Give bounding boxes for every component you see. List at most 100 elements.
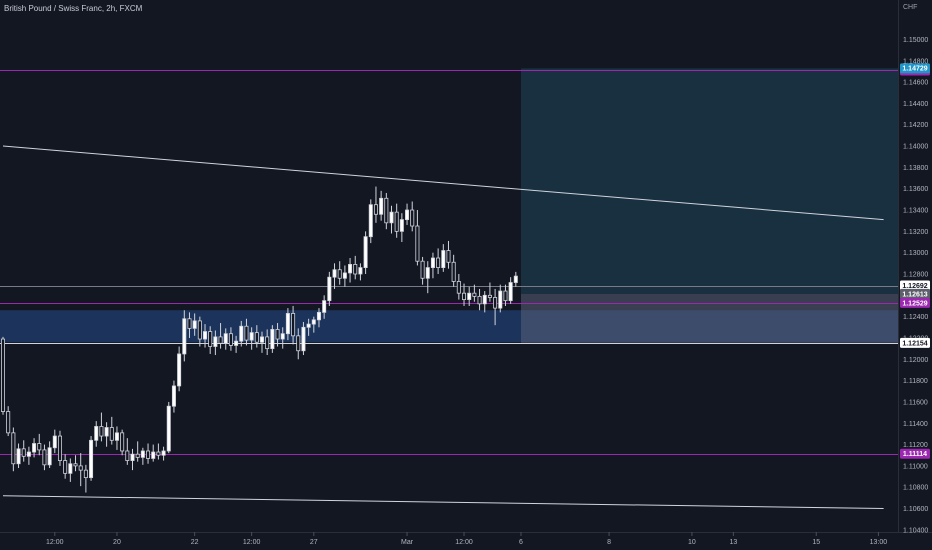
candle-body-up bbox=[285, 313, 290, 335]
drawing-lines[interactable] bbox=[0, 70, 898, 510]
position-profit-area[interactable] bbox=[521, 68, 898, 294]
candle-body-up bbox=[316, 311, 321, 321]
candle bbox=[384, 192, 389, 230]
candle-body-down bbox=[57, 435, 62, 461]
candle-body-up bbox=[68, 463, 73, 474]
candle-body-up bbox=[482, 294, 487, 305]
symbol-title: British Pound / Swiss Franc, 2h, FXCM bbox=[4, 4, 143, 13]
candle bbox=[99, 412, 104, 442]
time-axis[interactable]: 12:00 20 22 12:00 27 Mar 12:00 6 8 10 13 15 13:00 bbox=[46, 532, 887, 546]
candle bbox=[63, 454, 68, 479]
candle bbox=[177, 346, 182, 392]
candle bbox=[203, 324, 208, 348]
price-tick-label: 1.14000 bbox=[903, 144, 928, 151]
price-tick-label: 1.12000 bbox=[903, 357, 928, 364]
price-badge: 1.11114 bbox=[900, 448, 930, 459]
time-tick-label: 15 bbox=[812, 539, 820, 546]
candle-body-up bbox=[47, 447, 52, 466]
candle bbox=[348, 258, 353, 283]
candle-body-down bbox=[420, 260, 425, 279]
upper-trendline[interactable] bbox=[2, 145, 884, 221]
candle-body-down bbox=[125, 450, 130, 461]
candle-body-down bbox=[109, 427, 114, 441]
price-tick-label: 1.13600 bbox=[903, 186, 928, 193]
candle-body-down bbox=[394, 211, 399, 232]
candle-body-up bbox=[32, 443, 37, 453]
candle bbox=[130, 448, 135, 471]
candle-body-down bbox=[146, 450, 151, 459]
candle bbox=[213, 330, 218, 356]
candle bbox=[78, 453, 83, 487]
candle bbox=[285, 308, 290, 341]
candle bbox=[415, 210, 420, 266]
candle bbox=[399, 213, 404, 243]
candle bbox=[187, 312, 192, 338]
price-badge: 1.12529 bbox=[900, 297, 930, 308]
candle-body-up bbox=[270, 329, 275, 350]
price-tick-label: 1.14600 bbox=[903, 80, 928, 87]
price-badges: 1.147091.147291.126921.126131.125291.121… bbox=[900, 63, 930, 459]
price-tick-label: 1.12400 bbox=[903, 314, 928, 321]
candle-body-up bbox=[239, 325, 244, 342]
candle-body-up bbox=[322, 300, 327, 313]
candle bbox=[0, 336, 6, 415]
candle-body-down bbox=[487, 294, 492, 298]
price-badge: 1.12154 bbox=[900, 337, 930, 348]
candle bbox=[275, 323, 280, 347]
lower-trendline[interactable] bbox=[2, 495, 884, 510]
candle bbox=[21, 440, 26, 462]
candle-body-up bbox=[425, 267, 430, 279]
price-badge-label: 1.11114 bbox=[903, 451, 927, 458]
price-tick-label: 1.11800 bbox=[903, 378, 928, 385]
candle bbox=[166, 401, 171, 454]
candle-body-down bbox=[254, 332, 259, 343]
price-badge-bg bbox=[900, 297, 930, 308]
time-tick-label: 27 bbox=[310, 539, 318, 546]
candle bbox=[270, 325, 275, 353]
candle bbox=[125, 438, 130, 465]
time-tick-label: 12:00 bbox=[455, 539, 473, 546]
price-tick-label: 1.11600 bbox=[903, 399, 928, 406]
candle bbox=[120, 429, 125, 456]
candle bbox=[135, 441, 140, 462]
candle-body-up bbox=[306, 323, 311, 328]
candle-body-up bbox=[259, 336, 264, 343]
candle bbox=[57, 430, 62, 466]
candle-body-up bbox=[368, 204, 373, 238]
candle-body-down bbox=[6, 411, 11, 434]
candle bbox=[156, 443, 161, 460]
price-tick-label: 1.14200 bbox=[903, 122, 928, 129]
candle bbox=[151, 444, 156, 462]
candle-body-down bbox=[0, 338, 6, 412]
candle-body-down bbox=[477, 295, 482, 305]
candle-body-down bbox=[415, 225, 420, 262]
price-tick-label: 1.13400 bbox=[903, 208, 928, 215]
price-tick-label: 1.15000 bbox=[903, 37, 928, 44]
candle bbox=[477, 288, 482, 311]
candle bbox=[182, 310, 187, 362]
candle-body-up bbox=[327, 276, 332, 302]
candle-body-down bbox=[436, 257, 441, 268]
candle-body-up bbox=[94, 426, 99, 441]
candle-body-down bbox=[83, 469, 88, 479]
candle-body-down bbox=[135, 453, 140, 458]
time-tick-label: 8 bbox=[607, 539, 611, 546]
candle bbox=[218, 323, 223, 349]
position-tool[interactable] bbox=[521, 68, 898, 343]
candle-body-up bbox=[151, 451, 156, 459]
candles bbox=[0, 186, 518, 493]
candle-body-down bbox=[503, 290, 508, 302]
candle bbox=[11, 427, 16, 472]
candle-body-up bbox=[203, 331, 208, 340]
candle bbox=[52, 429, 57, 454]
price-badge-label: 1.12613 bbox=[902, 291, 927, 298]
candle bbox=[296, 328, 301, 360]
candle-body-up bbox=[130, 453, 135, 461]
candle bbox=[42, 444, 47, 471]
candle bbox=[83, 464, 88, 493]
time-tick-label: 12:00 bbox=[243, 539, 261, 546]
candle bbox=[332, 263, 337, 289]
time-tick-label: 12:00 bbox=[46, 539, 64, 546]
position-loss-area[interactable] bbox=[521, 293, 898, 343]
